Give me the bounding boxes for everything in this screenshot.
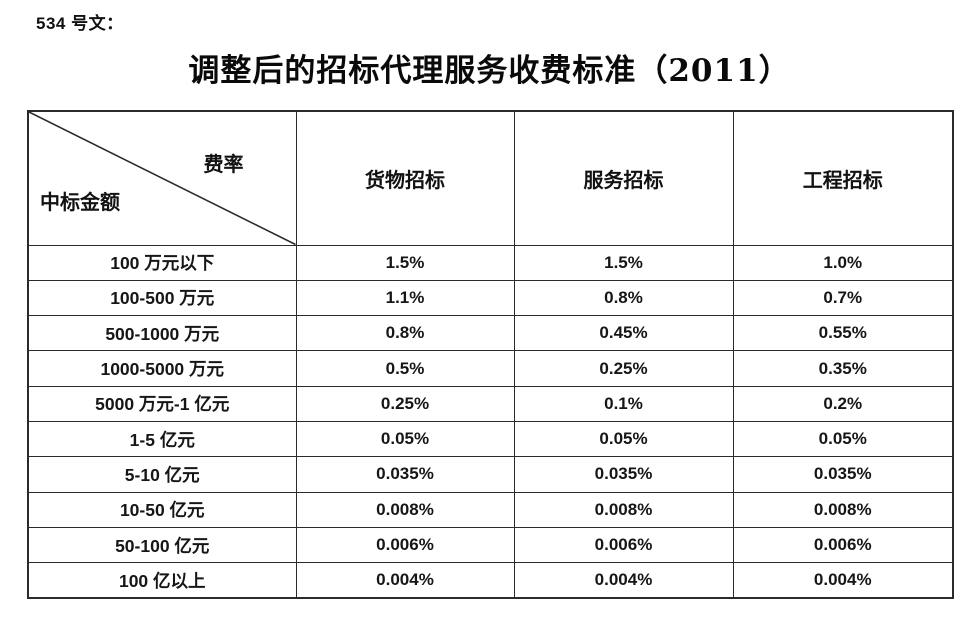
table-row: 50-100 亿元 0.006% 0.006% 0.006%	[27, 526, 954, 564]
fee-rate-cell: 0.008%	[513, 491, 734, 528]
table-row: 100 亿以上 0.004% 0.004% 0.004%	[27, 562, 954, 599]
fee-rate-cell: 0.035%	[295, 456, 515, 493]
fee-rate-cell: 0.035%	[732, 456, 954, 493]
fee-rate-cell: 0.55%	[732, 315, 954, 352]
amount-cell: 100 亿以上	[27, 562, 297, 599]
amount-cell: 1-5 亿元	[27, 420, 297, 458]
corner-label-amount: 中标金额	[40, 189, 120, 214]
fee-rate-cell: 0.25%	[295, 385, 515, 422]
table-row: 5000 万元-1 亿元 0.25% 0.1% 0.2%	[27, 385, 954, 422]
fee-rate-cell: 0.004%	[513, 562, 734, 599]
fee-rate-cell: 0.006%	[513, 526, 734, 564]
amount-cell: 100-500 万元	[27, 279, 297, 317]
fee-rate-cell: 1.1%	[295, 279, 515, 317]
diagonal-line	[29, 112, 296, 245]
amount-cell: 100 万元以下	[27, 244, 297, 281]
amount-cell: 50-100 亿元	[27, 526, 297, 564]
fee-rate-cell: 0.8%	[295, 315, 515, 352]
fee-rate-cell: 1.0%	[732, 244, 954, 281]
fee-rate-cell: 0.35%	[732, 350, 954, 387]
table-row: 100 万元以下 1.5% 1.5% 1.0%	[27, 244, 954, 281]
fee-rate-cell: 0.7%	[732, 279, 954, 317]
amount-cell: 10-50 亿元	[27, 491, 297, 528]
table-row: 5-10 亿元 0.035% 0.035% 0.035%	[27, 456, 954, 493]
amount-cell: 5-10 亿元	[27, 456, 297, 493]
fee-rate-cell: 0.006%	[295, 526, 515, 564]
column-header-services: 服务招标	[513, 110, 734, 246]
table-row: 10-50 亿元 0.008% 0.008% 0.008%	[27, 491, 954, 528]
table-header: 费率 中标金额 货物招标 服务招标 工程招标	[27, 110, 954, 246]
fee-rate-cell: 0.05%	[513, 420, 734, 458]
fee-rate-cell: 0.008%	[295, 491, 515, 528]
table-row: 500-1000 万元 0.8% 0.45% 0.55%	[27, 315, 954, 352]
fee-rate-cell: 1.5%	[513, 244, 734, 281]
amount-cell: 1000-5000 万元	[27, 350, 297, 387]
amount-cell: 5000 万元-1 亿元	[27, 385, 297, 422]
amount-cell: 500-1000 万元	[27, 315, 297, 352]
corner-header-cell: 费率 中标金额	[27, 110, 297, 246]
fee-rate-cell: 0.008%	[732, 491, 954, 528]
fee-rate-cell: 0.004%	[732, 562, 954, 599]
column-header-goods: 货物招标	[295, 110, 515, 246]
table-row: 100-500 万元 1.1% 0.8% 0.7%	[27, 279, 954, 317]
fee-rate-cell: 0.035%	[513, 456, 734, 493]
fee-rate-cell: 0.1%	[513, 385, 734, 422]
corner-label-rate: 费率	[203, 152, 244, 176]
fee-rate-cell: 0.05%	[732, 420, 954, 458]
fee-rate-cell: 0.25%	[513, 350, 734, 387]
fee-rate-cell: 0.5%	[295, 350, 515, 387]
header-row: 费率 中标金额 货物招标 服务招标 工程招标	[27, 110, 954, 246]
fee-rate-cell: 0.05%	[295, 420, 515, 458]
table-row: 1-5 亿元 0.05% 0.05% 0.05%	[27, 420, 954, 458]
fee-rate-cell: 1.5%	[295, 244, 515, 281]
page-title: 调整后的招标代理服务收费标准（2011）	[188, 53, 791, 89]
doc-number: 534 号文：	[36, 14, 124, 33]
fee-rate-cell: 0.8%	[513, 279, 734, 317]
fee-rate-cell: 0.006%	[732, 526, 954, 564]
fee-rate-cell: 0.45%	[513, 315, 734, 352]
table-body: 100 万元以下 1.5% 1.5% 1.0% 100-500 万元 1.1% …	[27, 244, 954, 599]
column-header-engineering: 工程招标	[732, 110, 954, 246]
fee-rate-cell: 0.2%	[732, 385, 954, 422]
table-row: 1000-5000 万元 0.5% 0.25% 0.35%	[27, 350, 954, 387]
fee-rate-table: 费率 中标金额 货物招标 服务招标 工程招标 100 万元以下 1.5% 1.5…	[27, 110, 954, 599]
fee-rate-cell: 0.004%	[295, 562, 515, 599]
